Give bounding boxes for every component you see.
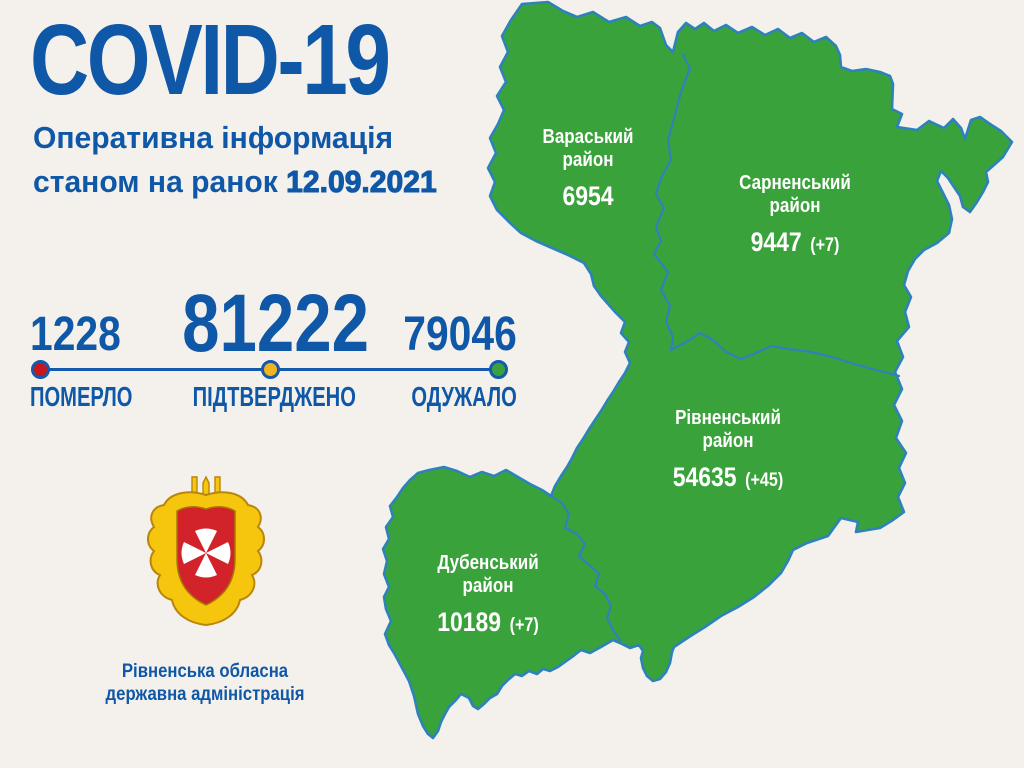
district-border-varash-sarny [652, 53, 692, 352]
district-label-dubenskyi: Дубенський район 10189 (+7) [405, 552, 571, 638]
district-case-count: 10189 (+7) [437, 607, 539, 637]
confirmed-count: 81222 [182, 278, 370, 369]
district-case-count: 6954 [562, 181, 614, 211]
oblast-outline [381, 0, 1014, 740]
white-cross-icon [181, 528, 231, 578]
confirmed-label: ПІДТВЕРДЖЕНО [192, 381, 356, 412]
subtitle-line1: Оперативна інформація [33, 120, 394, 155]
died-dot-icon [31, 360, 50, 379]
subtitle-prefix: станом на ранок [33, 164, 287, 199]
confirmed-dot-icon [261, 360, 280, 379]
district-case-count: 54635 (+45) [672, 462, 784, 492]
district-border-rivne-dubno [549, 494, 622, 642]
district-border-sarny-rivne [669, 331, 901, 378]
coat-of-arms-emblem [147, 475, 265, 627]
district-label-varaskyi: Вараський район 6954 [505, 126, 671, 212]
district-delta: (+45) [745, 470, 784, 491]
died-count: 1228 [30, 308, 121, 361]
district-name: Сарненський район [739, 172, 851, 217]
recovered-dot-icon [489, 360, 508, 379]
district-label-rivnenskyi: Рівненський район 54635 (+45) [645, 407, 811, 493]
district-delta: (+7) [509, 615, 539, 636]
organization-name-line1: Рівненська обласна [121, 661, 289, 682]
page-title: COVID-19 [30, 4, 391, 116]
subtitle-line2: станом на ранок 12.09.2021 [33, 163, 437, 200]
district-name: Рівненський район [675, 407, 781, 452]
district-label-sarnenskyi: Сарненський район 9447 (+7) [712, 172, 878, 258]
recovered-count: 79046 [403, 308, 517, 361]
district-name: Вараський район [542, 126, 634, 171]
organization-name-line2: державна адміністрація [105, 684, 305, 706]
report-date: 12.09.2021 [286, 163, 438, 199]
district-delta: (+7) [810, 235, 840, 256]
district-case-count: 9447 (+7) [750, 227, 840, 257]
district-name: Дубенський район [437, 552, 539, 597]
recovered-label: ОДУЖАЛО [411, 381, 517, 412]
organization-name: Рівненська обласна державна адміністраці… [104, 660, 306, 706]
died-label: ПОМЕРЛО [30, 381, 133, 412]
